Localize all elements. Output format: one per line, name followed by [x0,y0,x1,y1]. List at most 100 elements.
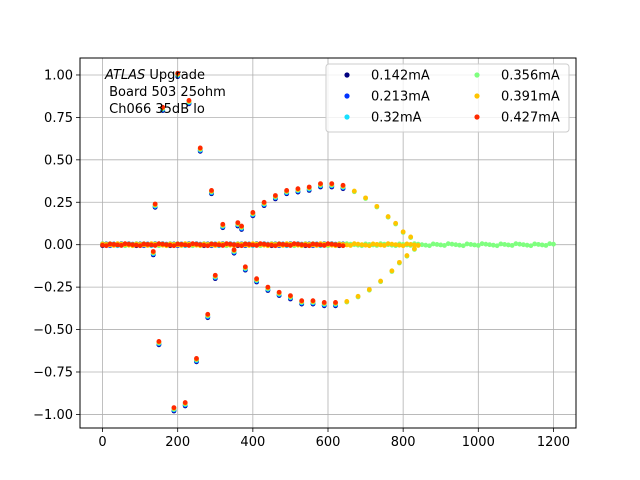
data-point [468,242,474,247]
data-point [344,298,350,304]
data-point [400,229,406,235]
data-point [479,241,485,247]
data-point [164,242,169,248]
data-point [415,243,421,248]
x-tick-label: 400 [240,435,265,450]
data-point [257,241,263,247]
x-tick-label: 800 [391,435,416,450]
data-point [333,242,338,248]
legend-marker [344,93,350,99]
data-point [299,298,305,304]
legend-marker [344,72,350,78]
data-point [314,242,320,247]
data-point [513,241,519,247]
data-point [318,242,323,248]
y-tick-label: −1.00 [33,408,73,423]
data-point [235,220,241,226]
data-point [137,243,143,249]
data-point [378,242,384,248]
data-point [340,243,346,249]
data-point [404,241,410,247]
legend-label: 0.356mA [501,69,560,84]
data-point [194,356,199,361]
data-point [152,201,158,207]
data-point [242,241,248,247]
data-point [111,242,117,247]
data-point [107,241,113,247]
data-point [423,242,429,248]
data-point [389,241,395,247]
data-point [272,193,278,198]
data-point [408,234,414,240]
legend-marker [474,114,480,120]
data-point [483,241,489,247]
data-point [505,242,511,248]
data-point [175,70,181,76]
data-point [100,242,105,248]
data-point [269,242,275,248]
data-point [378,278,384,284]
data-point [103,243,109,249]
data-point [216,242,222,248]
data-point [517,241,523,247]
data-point [321,243,327,248]
data-point [156,339,162,344]
data-point [295,241,301,247]
x-tick-label: 1000 [462,435,495,450]
data-point [254,243,260,248]
data-point [186,98,192,103]
data-point [235,242,241,248]
legend-label: 0.32mA [371,111,422,126]
data-point [438,242,444,248]
y-tick-label: 1.00 [44,68,73,83]
data-point [355,241,361,247]
y-axis-ticks: −1.00 −0.75 −0.50 −0.25 0.00 0.25 0.50 0.75 1.00 [33,68,80,423]
annotation-board: Board 503 25ohm [105,85,226,100]
data-point [434,242,440,247]
data-point [201,242,207,248]
data-point [276,241,282,247]
data-point [303,242,308,248]
data-point [472,242,477,248]
data-point [404,253,410,258]
data-point [209,241,214,247]
data-point [291,241,297,247]
data-point [186,243,192,248]
data-point [396,242,402,248]
data-point [231,242,237,248]
data-point [220,243,226,248]
data-point [115,242,120,248]
x-axis-ticks: 0 200 400 600 800 1000 1200 [98,428,570,450]
data-point [306,243,312,249]
annotation-atlas: ATLAS [104,68,145,83]
data-point [370,241,376,247]
data-point [366,287,372,292]
data-point [412,242,417,248]
legend-marker [474,93,480,99]
data-point [156,241,162,247]
data-point [254,276,260,282]
data-point [389,268,395,274]
data-point [336,242,342,248]
data-point [490,242,496,248]
data-point [329,241,335,247]
data-point [348,243,353,248]
data-point [150,249,156,254]
data-point [419,242,425,248]
data-point [295,186,301,192]
data-point [276,289,282,295]
data-point [205,243,211,249]
data-point [171,405,177,411]
data-point [122,241,128,247]
data-point [212,272,218,278]
data-point [288,293,293,299]
data-point [494,243,500,249]
data-point [299,242,305,248]
data-point [197,242,203,248]
data-point [475,243,481,248]
y-tick-label: −0.25 [33,281,73,296]
x-tick-label: 600 [316,435,341,450]
legend-label: 0.391mA [501,90,560,105]
legend-label: 0.213mA [371,90,430,105]
